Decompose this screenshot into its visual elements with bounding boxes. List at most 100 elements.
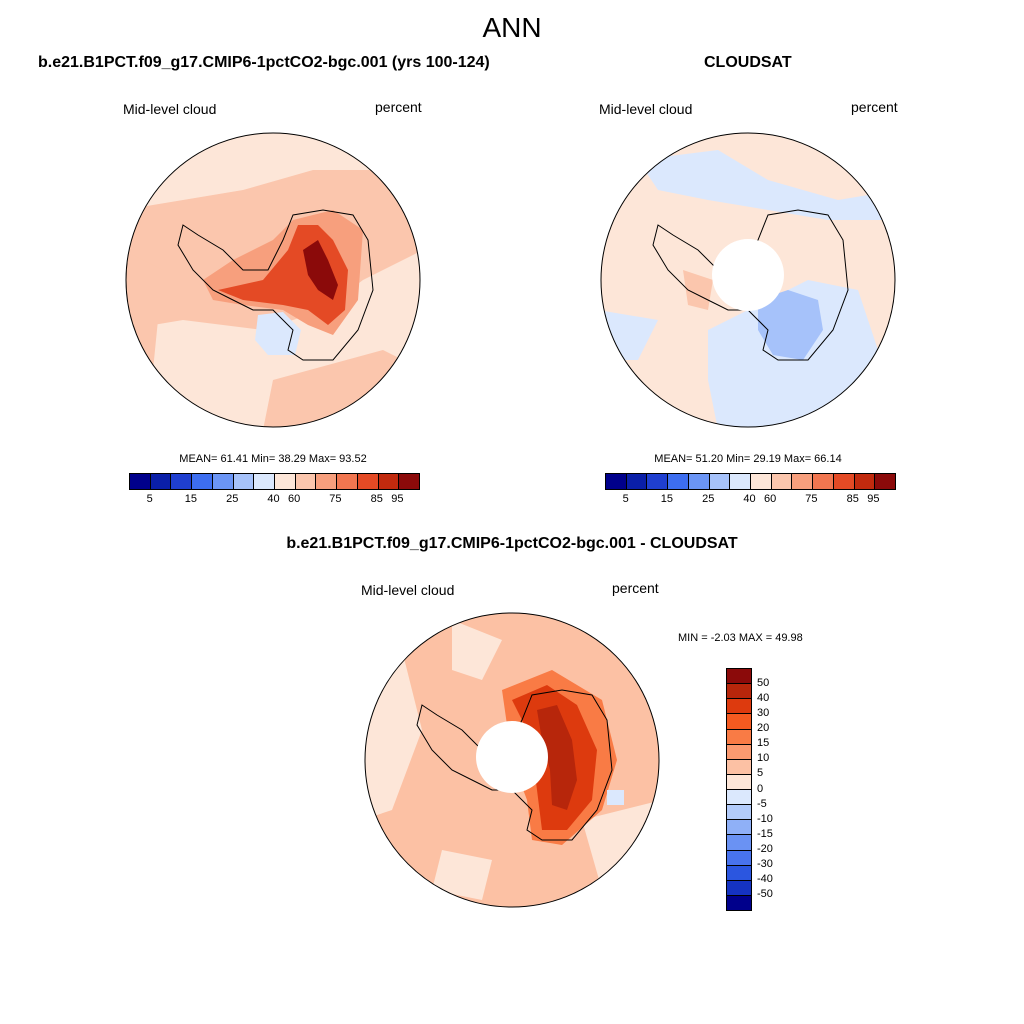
- panel2-title: CLOUDSAT: [704, 54, 792, 71]
- colorbar-tick-label: 10: [757, 752, 770, 765]
- colorbar-tick-label: -15: [757, 827, 773, 840]
- colorbar-tick-label: 5: [146, 493, 153, 505]
- colorbar-tick-label: 40: [757, 692, 770, 705]
- colorbar-tick-label: 25: [702, 493, 715, 505]
- colorbar-swatch: [727, 835, 751, 851]
- panel3-contour-peak: [537, 705, 577, 810]
- colorbar-swatch: [727, 744, 751, 760]
- colorbar-swatch: [771, 474, 793, 489]
- colorbar-tick-label: 15: [184, 493, 198, 505]
- colorbar-swatch: [647, 474, 669, 489]
- colorbar-swatch: [150, 474, 172, 489]
- colorbar-tick-label: 40: [743, 493, 756, 505]
- panel1-stats: MEAN= 61.41 Min= 38.29 Max= 93.52: [179, 453, 367, 465]
- colorbar-tick-label: 5: [622, 493, 629, 505]
- panel2-contour-salmon: [683, 270, 713, 310]
- panel3-colorbar-ticks: 50 40 30 20 15 10 5 0 -5 -10 -15 -20 -30 -40 -50: [757, 668, 797, 909]
- colorbar-tick-label: 15: [660, 493, 674, 505]
- panel3-colorbar: [726, 668, 752, 911]
- colorbar-swatch: [727, 684, 751, 700]
- colorbar-swatch: [275, 474, 296, 489]
- panel3-stats: MIN = -2.03 MAX = 49.98: [678, 632, 803, 644]
- colorbar-tick-label: 75: [805, 493, 818, 505]
- panel3-variable-label: Mid-level cloud: [361, 582, 455, 598]
- colorbar-tick-label: 60: [288, 493, 301, 505]
- colorbar-swatch: [792, 474, 814, 489]
- colorbar-swatch: [727, 699, 751, 715]
- colorbar-swatch: [192, 474, 213, 489]
- panel3-contour-blue: [607, 790, 624, 805]
- colorbar-swatch: [833, 474, 855, 489]
- panel2-contour-blue-deep: [758, 290, 823, 360]
- colorbar-tick-label: 50: [757, 677, 770, 690]
- colorbar-swatch: [727, 820, 751, 836]
- colorbar-swatch: [727, 895, 751, 910]
- colorbar-tick-label: 95: [391, 493, 404, 505]
- colorbar-swatch: [378, 474, 400, 489]
- colorbar-swatch: [727, 729, 751, 745]
- colorbar-tick-label: 75: [329, 493, 342, 505]
- panel3-units-label: percent: [612, 580, 659, 596]
- panel2-polar-map: [600, 132, 896, 428]
- colorbar-swatch: [727, 880, 751, 896]
- panel2-colorbar-ticks: 5 15 25 40 60 75 85 95: [605, 493, 894, 507]
- colorbar-swatch: [668, 474, 689, 489]
- colorbar-swatch: [688, 474, 710, 489]
- colorbar-swatch: [727, 805, 751, 821]
- colorbar-tick-label: 85: [370, 493, 383, 505]
- panel1-polar-map: [125, 132, 421, 428]
- panel2-stats: MEAN= 51.20 Min= 29.19 Max= 66.14: [654, 453, 842, 465]
- colorbar-tick-label: 25: [226, 493, 239, 505]
- colorbar-swatch: [316, 474, 338, 489]
- colorbar-swatch: [727, 759, 751, 775]
- colorbar-swatch: [727, 850, 751, 866]
- panel2-missing-data-hole: [712, 239, 784, 311]
- colorbar-swatch: [875, 474, 896, 489]
- colorbar-tick-label: 60: [764, 493, 777, 505]
- panel2-contour-blue: [638, 150, 895, 220]
- colorbar-swatch: [727, 774, 751, 790]
- colorbar-swatch: [254, 474, 276, 489]
- panel2-units-label: percent: [851, 99, 898, 115]
- colorbar-swatch: [399, 474, 420, 489]
- colorbar-swatch: [337, 474, 358, 489]
- panel1-coastline: [177, 209, 374, 361]
- panel3-polar-map: [364, 612, 660, 908]
- colorbar-tick-label: 15: [757, 737, 770, 750]
- colorbar-tick-label: 20: [757, 722, 770, 735]
- panel1-colorbar-ticks: 5 15 25 40 60 75 85 95: [129, 493, 418, 507]
- colorbar-tick-label: 30: [757, 707, 770, 720]
- colorbar-swatch: [212, 474, 234, 489]
- colorbar-swatch: [357, 474, 379, 489]
- colorbar-tick-label: 95: [867, 493, 880, 505]
- colorbar-swatch: [854, 474, 876, 489]
- colorbar-swatch: [295, 474, 317, 489]
- panel2-variable-label: Mid-level cloud: [599, 101, 693, 117]
- panel2-colorbar: [605, 473, 896, 490]
- colorbar-tick-label: -10: [757, 812, 773, 825]
- colorbar-tick-label: -5: [757, 797, 767, 810]
- panel1-title: b.e21.B1PCT.f09_g17.CMIP6-1pctCO2-bgc.00…: [38, 54, 490, 71]
- colorbar-swatch: [727, 865, 751, 881]
- colorbar-swatch: [727, 790, 751, 806]
- colorbar-tick-label: 5: [757, 767, 764, 780]
- colorbar-tick-label: -20: [757, 842, 773, 855]
- colorbar-swatch: [813, 474, 834, 489]
- colorbar-swatch: [709, 474, 731, 489]
- colorbar-tick-label: -30: [757, 857, 773, 870]
- panel1-colorbar: [129, 473, 420, 490]
- panel1-variable-label: Mid-level cloud: [123, 101, 217, 117]
- main-title: ANN: [482, 12, 542, 43]
- colorbar-swatch: [751, 474, 772, 489]
- panel1-contour-peak: [303, 240, 338, 300]
- colorbar-swatch: [171, 474, 193, 489]
- colorbar-swatch: [730, 474, 752, 489]
- colorbar-swatch: [727, 714, 751, 730]
- colorbar-swatch: [233, 474, 255, 489]
- colorbar-swatch: [727, 669, 751, 685]
- colorbar-swatch: [606, 474, 627, 489]
- colorbar-swatch: [130, 474, 151, 489]
- colorbar-tick-label: -40: [757, 872, 773, 885]
- colorbar-swatch: [626, 474, 648, 489]
- colorbar-tick-label: -50: [757, 887, 773, 900]
